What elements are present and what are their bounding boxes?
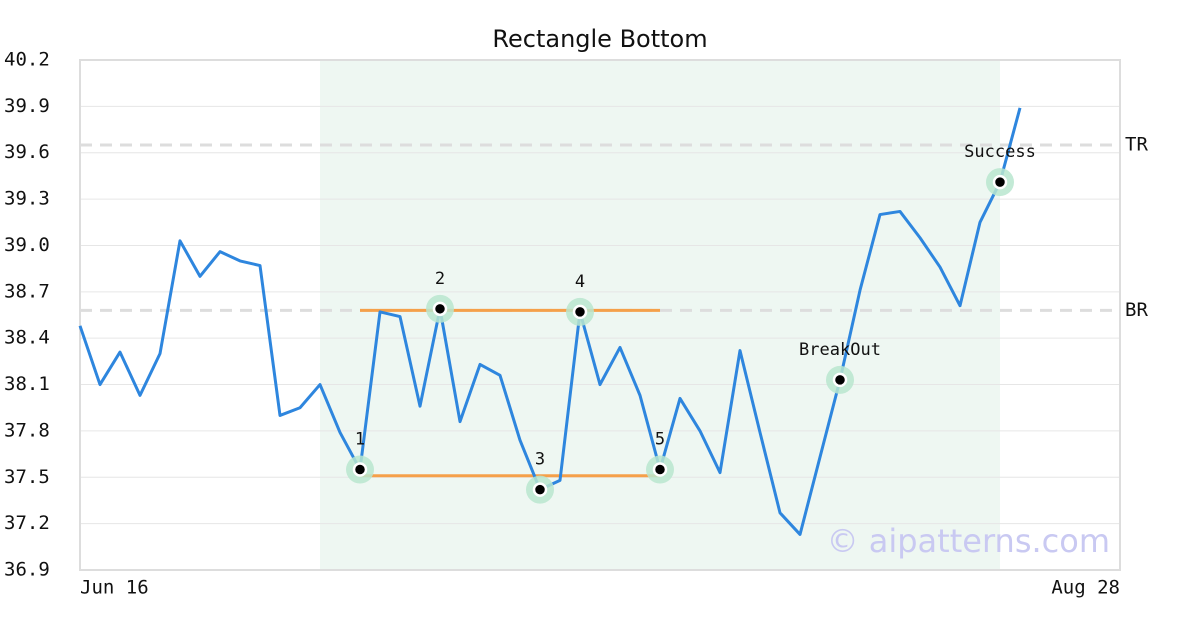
pattern-label: 1: [355, 430, 365, 450]
pattern-label: 5: [655, 430, 665, 450]
pattern-region: [320, 60, 1000, 570]
y-tick-label: 40.2: [4, 49, 50, 71]
pattern-point: [352, 462, 368, 477]
chart-title: Rectangle Bottom: [492, 25, 707, 53]
y-tick-label: 39.3: [4, 188, 50, 210]
pattern-label: 3: [535, 450, 545, 470]
y-tick-label: 38.7: [4, 280, 50, 302]
watermark: © aipatterns.com: [827, 522, 1110, 560]
y-tick-label: 39.9: [4, 95, 50, 117]
pattern-label: 4: [575, 272, 585, 292]
level-label: BR: [1125, 299, 1148, 321]
pattern-point: [652, 462, 668, 477]
y-tick-label: 36.9: [4, 559, 50, 581]
x-tick-label: Jun 16: [80, 577, 149, 599]
y-tick-label: 39.6: [4, 141, 50, 163]
pattern-label: Success: [964, 142, 1036, 162]
pattern-point: [572, 304, 588, 320]
plot-frame: [79, 59, 1121, 571]
pattern-point: [832, 372, 848, 388]
y-tick-label: 39.0: [4, 234, 50, 256]
y-tick-label: 37.2: [4, 512, 50, 534]
level-label: TR: [1125, 134, 1148, 156]
pattern-point: [992, 174, 1008, 190]
pattern-point: [432, 301, 448, 317]
pattern-label: BreakOut: [799, 340, 881, 360]
x-tick-label: Aug 28: [1051, 577, 1120, 599]
y-tick-label: 38.4: [4, 327, 50, 349]
y-tick-label: 37.8: [4, 419, 50, 441]
y-tick-label: 38.1: [4, 373, 50, 395]
y-tick-label: 37.5: [4, 466, 50, 488]
pattern-point: [532, 482, 548, 497]
pattern-label: 2: [435, 269, 445, 289]
